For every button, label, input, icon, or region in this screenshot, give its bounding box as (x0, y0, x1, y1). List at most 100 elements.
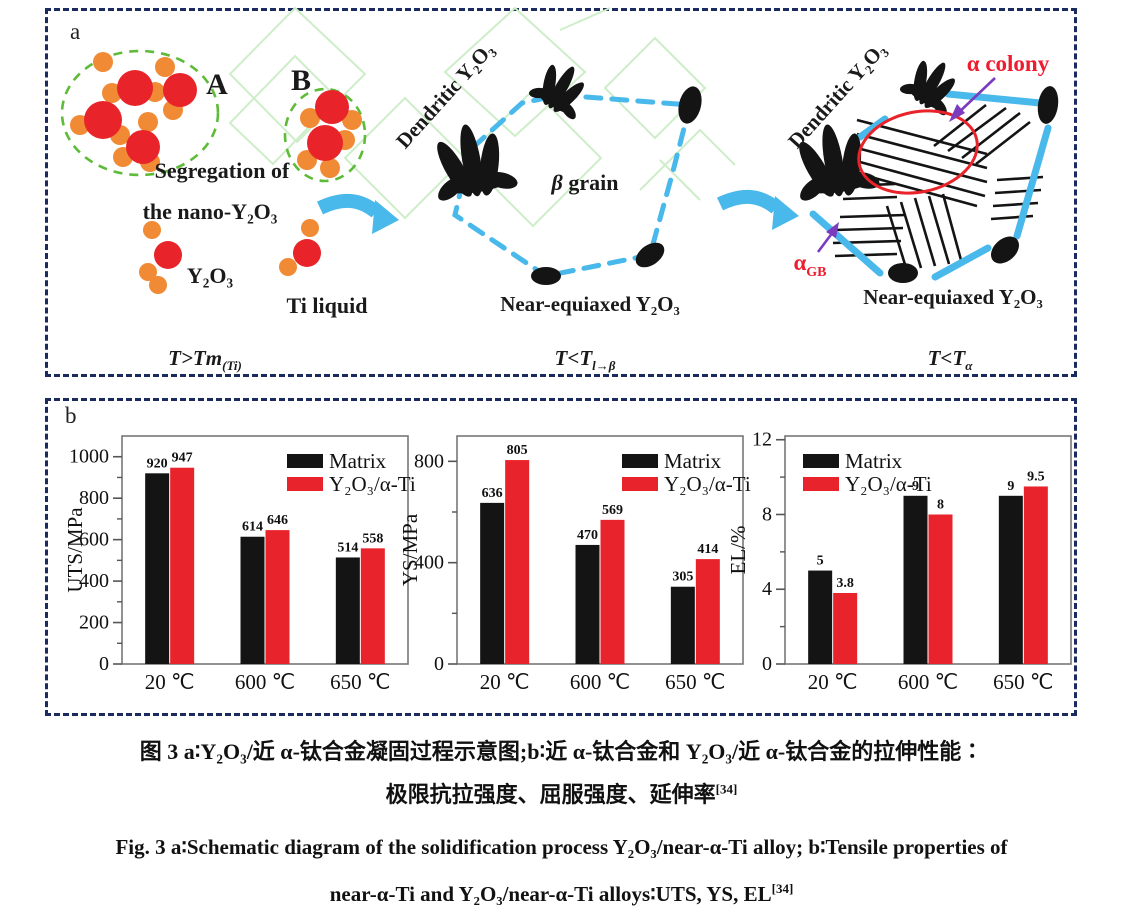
stage3-temperature-label: T<Tα (928, 346, 974, 373)
near-equiaxed-particles (888, 86, 1059, 283)
y-tick-label: 0 (434, 653, 444, 675)
y-tick-label: 800 (79, 487, 109, 509)
bar (145, 473, 170, 664)
arrow-stage1-to-stage2 (316, 194, 399, 234)
bar (808, 570, 833, 664)
segregation-label-line1: Segregation of (155, 158, 290, 183)
panel-a-label: a (70, 19, 81, 44)
bar-value-label: 414 (697, 542, 718, 557)
bar-value-label: 920 (147, 456, 168, 471)
bar (695, 559, 720, 664)
ys-bar-chart: 0 400 800 YS/MPa 636 805 20 ℃ 470 569 600 ℃ 305 414… (398, 435, 751, 694)
panel-a: a (45, 6, 1077, 377)
alpha-lamellae (832, 103, 1044, 272)
legend-label: Y₂O₃/α-Ti (329, 472, 416, 496)
legend-label: Y₂O₃/α-Ti (664, 472, 751, 496)
background-pattern (228, 6, 736, 228)
bar (600, 519, 625, 664)
legend-swatch (622, 477, 658, 491)
y-tick-label: 12 (752, 429, 772, 451)
bar (903, 495, 928, 664)
bar (998, 495, 1023, 664)
alpha-colony-label: α colony (967, 51, 1050, 76)
arrow-stage2-to-stage3 (716, 190, 799, 230)
el-bar-chart: 0 4 8 12 EL/% 5 3.8 20 ℃ 9 8 600 ℃ 9 9.5 650 ℃ MatrixY… (726, 429, 1072, 694)
bar-value-label: 947 (172, 451, 193, 466)
reference-mark: [34] (771, 881, 794, 896)
stage2-temperature-label: T<Tl→β (555, 346, 616, 373)
y2o3-label: Y₂O₃ (187, 263, 234, 288)
bar (360, 548, 385, 664)
x-category-label: 650 ℃ (993, 670, 1053, 694)
bar (928, 514, 953, 664)
bar-value-label: 470 (577, 528, 598, 543)
alpha-gb-segments (809, 90, 1052, 281)
stage3-alpha-colonies: Dendritic Y₂O₃ α colony αGB Near-equiaxe… (783, 38, 1059, 373)
bar-value-label: 9 (912, 479, 919, 494)
alpha-colony-arrow (949, 77, 996, 122)
legend-swatch (803, 477, 839, 491)
cluster-b-outline (283, 87, 367, 183)
beta-grain-label: β grain (551, 170, 619, 195)
bar-value-label: 8 (937, 497, 944, 512)
alpha-gb-arrow (816, 222, 839, 253)
y-axis-label: YS/MPa (398, 513, 422, 586)
legend-label: Matrix (329, 449, 387, 473)
reference-mark: [34] (715, 781, 738, 797)
stage1-temperature-label: T>Tm(Ti) (168, 346, 242, 373)
legend-label: Y₂O₃/α-Ti (845, 472, 932, 496)
x-category-label: 20 ℃ (480, 670, 530, 694)
bar (670, 586, 695, 664)
alpha-gb-label: αGB (793, 250, 826, 280)
caption-chinese-line2: 极限抗拉强度、屈服强度、延伸率[34] (385, 781, 738, 807)
x-category-label: 600 ℃ (570, 670, 630, 694)
near-equiaxed-particles (531, 86, 702, 285)
legend-swatch (287, 454, 323, 468)
y-axis-label: EL/% (726, 526, 750, 575)
panel-b-label: b (65, 403, 77, 428)
caption-chinese-line1: 图 3 a∶Y₂O₃/近 α-钛合金凝固过程示意图;b∶近 α-钛合金和 Y₂O… (139, 739, 984, 764)
bar-value-label: 614 (242, 520, 263, 535)
y-tick-label: 4 (762, 578, 772, 600)
legend-label: Matrix (664, 449, 722, 473)
alpha-colony-circle (857, 109, 979, 195)
plot-frame (456, 435, 744, 665)
cluster-a-outline (60, 49, 220, 177)
y-tick-label: 800 (414, 450, 444, 472)
bar (240, 536, 265, 664)
bar-value-label: 514 (337, 540, 358, 555)
ti-liquid-label: Ti liquid (287, 293, 368, 318)
bar-value-label: 646 (267, 513, 288, 528)
bar (575, 544, 600, 664)
legend-swatch (803, 454, 839, 468)
bar-value-label: 9.5 (1027, 469, 1045, 484)
legend-label: Matrix (845, 449, 903, 473)
x-category-label: 600 ℃ (235, 670, 295, 694)
x-category-label: 650 ℃ (665, 670, 725, 694)
uts-bar-chart: 0 200 400 600 800 1000 UTS/MPa 920 947 20 ℃ 614 646… (63, 435, 416, 694)
y-tick-label: 1000 (69, 446, 109, 468)
bar-value-label: 636 (482, 486, 503, 501)
bar (833, 592, 858, 664)
cluster-b-label: B (291, 64, 311, 97)
dendritic-y2o3-shape-small (523, 52, 598, 125)
oxygen-particles (70, 52, 362, 294)
bar-value-label: 305 (672, 570, 693, 585)
bar-value-label: 558 (362, 531, 383, 546)
near-equiaxed-label: Near-equiaxed Y₂O₃ (863, 285, 1043, 309)
stage1-liquid: A B Segregation of the nano-Y₂O₃ Y₂O₃ Ti… (60, 49, 368, 373)
bar (335, 557, 360, 664)
y-tick-label: 400 (414, 552, 444, 574)
x-category-label: 20 ℃ (145, 670, 195, 694)
cluster-a-label: A (206, 68, 228, 101)
plot-frame (784, 435, 1072, 665)
bar-value-label: 3.8 (836, 576, 854, 591)
y-tick-label: 0 (99, 653, 109, 675)
bar (1023, 486, 1048, 664)
y-axis-label: UTS/MPa (63, 507, 87, 593)
bar (170, 467, 195, 664)
y-tick-label: 0 (762, 653, 772, 675)
plot-frame (121, 435, 409, 665)
bar-value-label: 569 (602, 503, 623, 518)
stage2-beta-grain: Dendritic Y₂O₃ β grain Near-equiaxed Y₂O… (391, 38, 702, 373)
